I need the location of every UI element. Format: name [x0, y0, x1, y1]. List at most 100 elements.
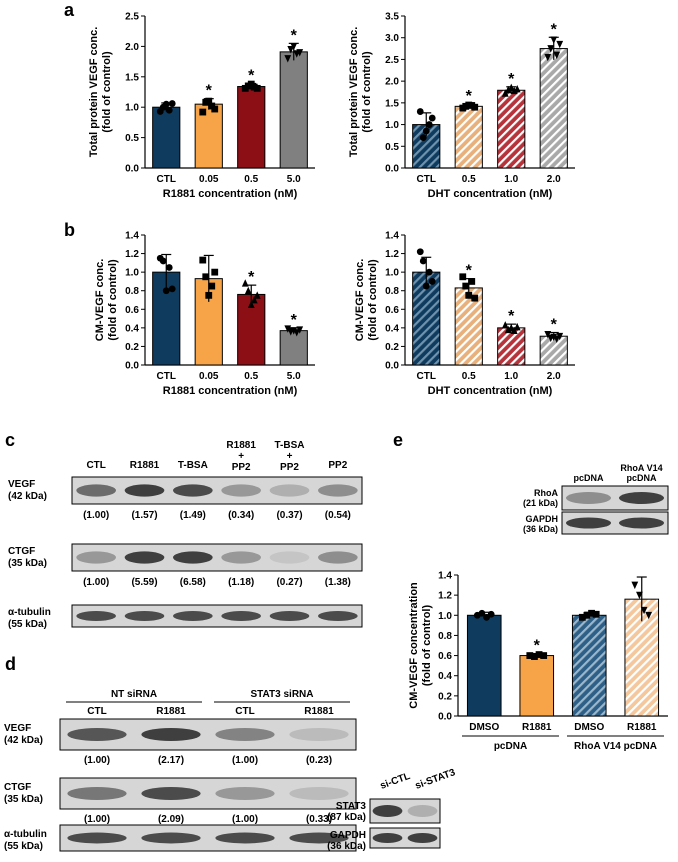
significance-star: * [206, 83, 213, 100]
data-point [416, 248, 424, 256]
blot-row-label: CTGF [4, 782, 31, 793]
lane-label: CTL [87, 706, 106, 717]
blot-row-label: α-tubulin [8, 607, 51, 618]
bar-charts: 0.0 0.5 1.0 1.5 2.0 2.5 Total protein VEGF con… [88, 12, 668, 752]
y-tick-label: 0.5 [125, 133, 139, 144]
y-axis-label-line2: (fold of control) [361, 51, 373, 133]
x-tick-label: DMSO [574, 722, 604, 733]
blot-row-kda: (35 kDa) [4, 794, 43, 805]
bar [539, 48, 568, 169]
blot-row-kda: (42 kDa) [8, 491, 47, 502]
data-point [425, 268, 433, 276]
group-label: NT siRNA [111, 689, 157, 700]
lane-label-line: + [287, 451, 293, 462]
blot-band [269, 611, 310, 621]
quant-value: (1.00) [84, 814, 110, 825]
x-axis-label: DHT concentration (nM) [428, 188, 553, 200]
blot-band [221, 484, 261, 497]
y-tick-label: 3.0 [385, 33, 399, 44]
data-point [583, 611, 591, 619]
y-tick-label: 0.4 [385, 323, 399, 334]
data-point [507, 83, 515, 92]
data-point [510, 326, 518, 335]
blot-band [67, 727, 127, 742]
quant-value: (0.54) [325, 510, 351, 521]
blot-band [173, 551, 213, 564]
x-tick-label: 0.05 [199, 371, 219, 382]
chart-b-r1881: 0.0 0.2 0.4 0.6 0.8 1.0 1.2 1.4 CM-VEGF conc.(fo… [94, 231, 315, 397]
lane-label-line: R1881 [226, 440, 256, 451]
blot-row-kda: (87 kDa) [327, 812, 366, 823]
data-point [241, 279, 249, 287]
bar [152, 106, 181, 169]
y-axis-label-line2: (fold of control) [367, 259, 379, 341]
panel-letter-e: e [393, 430, 403, 450]
blot-band [76, 484, 116, 497]
lane-label: R1881 [130, 460, 160, 471]
blot-row-label: GAPDH [330, 830, 366, 841]
data-point [544, 330, 552, 339]
bar [497, 89, 526, 169]
y-tick-label: 1.2 [125, 249, 139, 260]
lane-label-line: T-BSA [275, 440, 305, 451]
y-tick-label: 1.5 [385, 98, 399, 109]
y-tick-label: 0.0 [125, 361, 139, 372]
lane-label: T-BSA + PP2 [275, 440, 305, 473]
x-tick-label: 2.0 [547, 174, 561, 185]
x-tick-label: 0.5 [462, 174, 476, 185]
panel-letter-b: b [64, 220, 75, 240]
x-tick-label: 0.5 [462, 371, 476, 382]
y-axis-label-line1: CM-VEGF conc. [354, 259, 366, 342]
blot-band [173, 611, 213, 621]
blot-band [124, 484, 165, 497]
bar [571, 614, 607, 717]
data-point [553, 335, 561, 343]
data-point [428, 278, 436, 285]
lane-label-line: PP2 [232, 462, 251, 473]
quant-value: (1.00) [232, 814, 258, 825]
blot-band [565, 517, 612, 529]
y-axis-label: CM-VEGF conc.(fold of control) [354, 259, 379, 342]
significance-star: * [466, 88, 473, 105]
quant-value: (6.58) [180, 577, 206, 588]
bar [279, 51, 308, 169]
blot-band [141, 727, 201, 742]
data-point [168, 100, 176, 107]
x-tick-label: CTL [417, 371, 436, 382]
blot-band [215, 786, 275, 801]
blot-band [289, 727, 349, 742]
blot-band [565, 492, 612, 504]
group-label: RhoA V14 pcDNA [574, 741, 657, 752]
data-point [592, 610, 600, 618]
y-tick-label: 2.0 [385, 77, 399, 88]
y-tick-label: 0.6 [438, 651, 452, 662]
y-tick-label: 0.4 [438, 671, 452, 682]
y-tick-label: 0.2 [438, 691, 452, 702]
data-point [211, 268, 219, 276]
y-tick-label: 0.2 [385, 342, 399, 353]
data-point [284, 55, 292, 63]
data-point [507, 323, 515, 332]
significance-star: * [466, 263, 473, 280]
blot-band [289, 832, 349, 844]
blot-band [215, 727, 275, 742]
lane-label: CTL [235, 706, 254, 717]
x-tick-label: 2.0 [547, 371, 561, 382]
data-point [640, 606, 648, 615]
data-point [250, 296, 258, 304]
bar [454, 287, 483, 366]
data-point [162, 287, 170, 295]
blot-band [124, 551, 165, 564]
blot-band [269, 484, 310, 497]
data-point [162, 100, 170, 108]
lane-label: R1881 [304, 706, 334, 717]
y-axis-label: Total protein VEGF conc.(fold of control… [88, 27, 113, 158]
blot-band [407, 805, 438, 817]
y-tick-label: 2.0 [125, 42, 139, 53]
data-point [284, 325, 292, 333]
y-tick-label: 1.0 [125, 268, 139, 279]
data-point [244, 286, 252, 295]
bar [519, 655, 555, 717]
blot-band [76, 551, 116, 564]
